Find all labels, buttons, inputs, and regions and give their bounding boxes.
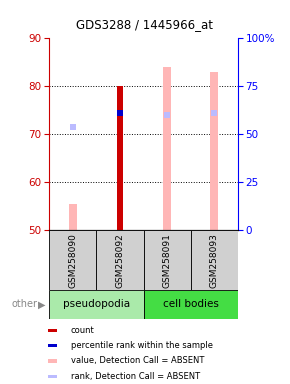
Bar <box>144 230 191 290</box>
Text: pseudopodia: pseudopodia <box>63 299 130 310</box>
Bar <box>117 86 123 230</box>
Text: GSM258093: GSM258093 <box>210 233 219 288</box>
Text: percentile rank within the sample: percentile rank within the sample <box>71 341 213 350</box>
Bar <box>69 204 77 230</box>
Bar <box>144 290 238 319</box>
Text: GDS3288 / 1445966_at: GDS3288 / 1445966_at <box>77 18 213 31</box>
Bar <box>191 230 238 290</box>
Text: cell bodies: cell bodies <box>163 299 219 310</box>
Bar <box>163 67 171 230</box>
Bar <box>48 329 57 332</box>
Bar <box>48 375 57 378</box>
Bar <box>96 230 144 290</box>
Text: rank, Detection Call = ABSENT: rank, Detection Call = ABSENT <box>71 372 200 381</box>
Text: other: other <box>12 299 38 310</box>
Text: ▶: ▶ <box>38 299 45 310</box>
Bar <box>48 344 57 347</box>
Text: value, Detection Call = ABSENT: value, Detection Call = ABSENT <box>71 356 204 366</box>
Text: GSM258090: GSM258090 <box>68 233 77 288</box>
Bar <box>210 72 218 230</box>
Text: GSM258092: GSM258092 <box>115 233 124 288</box>
Bar <box>48 359 57 362</box>
Bar <box>49 290 144 319</box>
Text: count: count <box>71 326 94 335</box>
Text: GSM258091: GSM258091 <box>163 233 172 288</box>
Bar <box>49 230 96 290</box>
